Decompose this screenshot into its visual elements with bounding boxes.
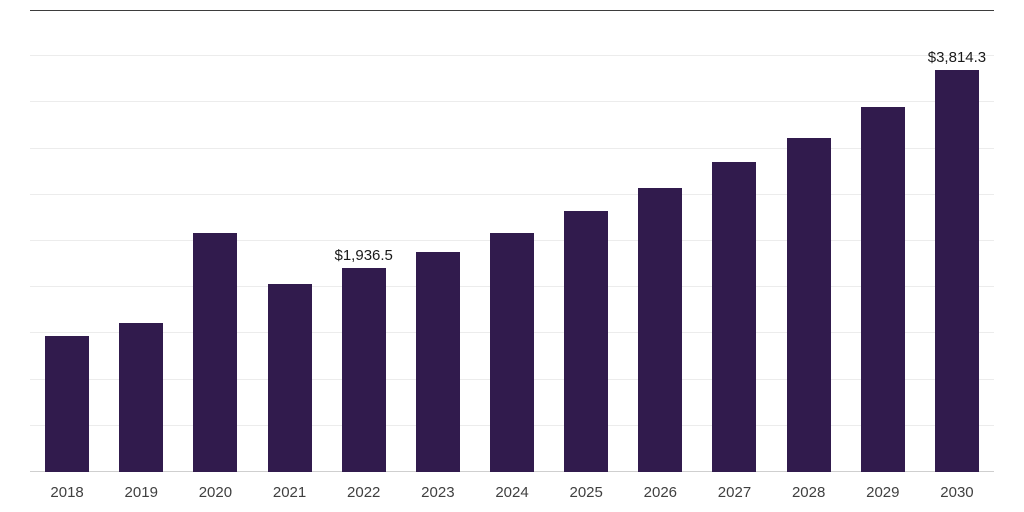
bar-column-2029 xyxy=(846,10,920,472)
x-tick-label-2018: 2018 xyxy=(50,483,84,501)
bar-column-2026 xyxy=(623,10,697,472)
gridline xyxy=(30,101,994,103)
bar-2026 xyxy=(638,188,683,472)
plot-area: $1,936.5 $3,814.3 xyxy=(30,10,994,472)
bar-2019 xyxy=(119,323,164,472)
bar-value-label-2030: $3,814.3 xyxy=(927,48,987,66)
bar-column-2023 xyxy=(401,10,475,472)
x-tick-label-2029: 2029 xyxy=(866,483,900,501)
x-tick-label-2028: 2028 xyxy=(791,483,826,501)
x-tick-label-2020: 2020 xyxy=(198,483,233,501)
bar-2027 xyxy=(712,162,757,472)
bar-2018 xyxy=(45,335,90,472)
bar-2025 xyxy=(564,211,609,472)
gridline xyxy=(30,147,994,149)
x-tick-label-2021: 2021 xyxy=(272,483,307,501)
bar-value-label-2022: $1,936.5 xyxy=(334,246,393,264)
x-tick-label-2026: 2026 xyxy=(643,483,678,501)
bar-2022 xyxy=(341,267,386,472)
x-tick-label-2022: 2022 xyxy=(347,483,381,501)
chart-top-border xyxy=(30,10,994,11)
bar-column-2027 xyxy=(697,10,771,472)
gridline xyxy=(30,193,994,195)
bar-column-2022: $1,936.5 xyxy=(327,10,401,472)
bar-column-2019 xyxy=(104,10,178,472)
x-tick-label-2030: 2030 xyxy=(940,483,974,501)
x-tick-label-2019: 2019 xyxy=(124,483,158,501)
bar-2020 xyxy=(193,232,238,472)
gridline xyxy=(30,55,994,57)
bar-column-2021 xyxy=(252,10,326,472)
x-tick-label-2024: 2024 xyxy=(495,483,529,501)
bar-2023 xyxy=(415,252,460,472)
bar-column-2030: $3,814.3 xyxy=(920,10,994,472)
bar-column-2025 xyxy=(549,10,623,472)
bar-2024 xyxy=(490,233,535,472)
x-tick-label-2023: 2023 xyxy=(421,483,455,501)
bar-column-2028 xyxy=(772,10,846,472)
bars-row: $1,936.5 $3,814.3 xyxy=(30,10,994,472)
bar-2021 xyxy=(267,284,312,472)
x-tick-label-2025: 2025 xyxy=(569,483,603,501)
x-tick-label-2027: 2027 xyxy=(717,483,752,501)
x-axis-labels: 2018 2019 2020 2021 2022 2023 2024 2025 2026 2027… xyxy=(30,472,994,512)
bar-2030 xyxy=(934,69,979,472)
bar-2029 xyxy=(860,106,905,472)
bar-2028 xyxy=(786,137,831,472)
bar-column-2024 xyxy=(475,10,549,472)
bar-column-2020 xyxy=(178,10,252,472)
bar-column-2018 xyxy=(30,10,104,472)
